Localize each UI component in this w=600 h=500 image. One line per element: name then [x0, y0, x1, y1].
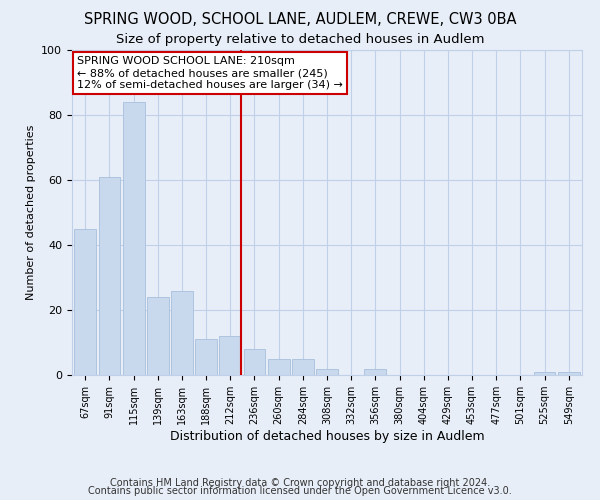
Bar — [292, 359, 314, 375]
Bar — [98, 177, 121, 375]
Bar — [364, 368, 386, 375]
Text: SPRING WOOD, SCHOOL LANE, AUDLEM, CREWE, CW3 0BA: SPRING WOOD, SCHOOL LANE, AUDLEM, CREWE,… — [84, 12, 516, 28]
Text: SPRING WOOD SCHOOL LANE: 210sqm
← 88% of detached houses are smaller (245)
12% o: SPRING WOOD SCHOOL LANE: 210sqm ← 88% of… — [77, 56, 343, 90]
Bar — [316, 368, 338, 375]
Bar — [123, 102, 145, 375]
Y-axis label: Number of detached properties: Number of detached properties — [26, 125, 36, 300]
Bar — [171, 290, 193, 375]
Bar — [558, 372, 580, 375]
Bar — [244, 349, 265, 375]
Text: Contains HM Land Registry data © Crown copyright and database right 2024.: Contains HM Land Registry data © Crown c… — [110, 478, 490, 488]
Bar — [74, 229, 96, 375]
Bar — [147, 297, 169, 375]
Bar — [220, 336, 241, 375]
Text: Size of property relative to detached houses in Audlem: Size of property relative to detached ho… — [116, 32, 484, 46]
Bar — [195, 339, 217, 375]
Text: Contains public sector information licensed under the Open Government Licence v3: Contains public sector information licen… — [88, 486, 512, 496]
Bar — [533, 372, 556, 375]
X-axis label: Distribution of detached houses by size in Audlem: Distribution of detached houses by size … — [170, 430, 484, 443]
Bar — [268, 359, 290, 375]
